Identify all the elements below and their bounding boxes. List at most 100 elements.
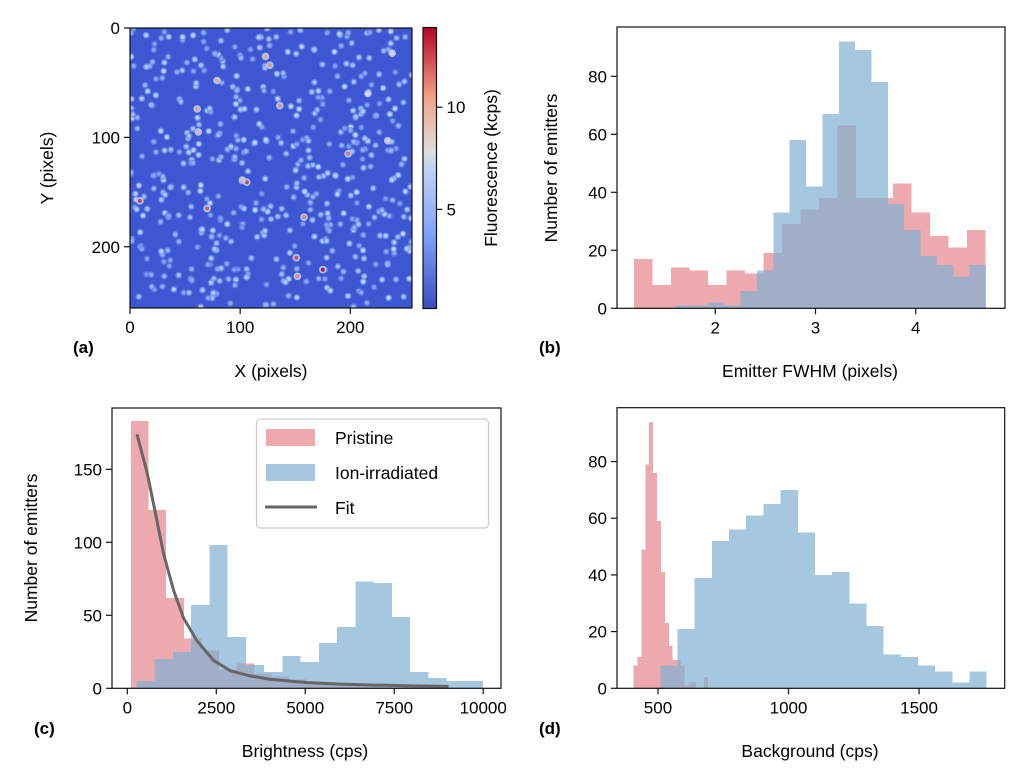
emitter-spot [259, 191, 264, 196]
emitter-spot [279, 206, 284, 211]
histogram-bar-ion-irradiated [969, 671, 987, 689]
emitter-spot [389, 178, 394, 183]
emitter-spot [202, 68, 207, 73]
emitter-spot [299, 158, 304, 163]
emitter-spot [338, 130, 343, 135]
emitter-spot [376, 28, 381, 33]
emitter-spot [320, 62, 325, 67]
emitter-spot [380, 277, 385, 282]
emitter-spot [396, 123, 401, 128]
emitter-spot [259, 217, 264, 222]
emitter-spot [186, 190, 191, 195]
emitter-spot [377, 101, 382, 106]
emitter-spot [159, 197, 164, 202]
emitter-spot [377, 72, 382, 77]
emitter-spot [234, 133, 239, 138]
emitter-spot [281, 265, 286, 270]
emitter-spot [191, 161, 196, 166]
emitter-spot [180, 68, 185, 73]
x-axis-ticks: 500 1000 1500 [644, 688, 938, 717]
x-axis-label: Background (cps) [741, 741, 878, 761]
x-tick-label: 0 [125, 318, 134, 337]
emitter-spot [145, 206, 150, 211]
emitter-spot [366, 222, 371, 227]
emitter-spot [356, 222, 361, 227]
histogram-bar-ion-irradiated [814, 574, 833, 689]
emitter-spot [254, 107, 259, 112]
emitter-spot [249, 256, 254, 261]
emitter-spot [211, 290, 216, 295]
axes-frame [616, 26, 1006, 309]
emitter-spot [271, 89, 276, 94]
emitter-spot [166, 54, 171, 59]
emitter-spot [327, 228, 332, 233]
emitter-spot [212, 247, 217, 252]
x-tick-label: 1000 [770, 698, 808, 717]
emitter-spot [346, 98, 351, 103]
emitter-spot [139, 247, 144, 252]
emitter-spot [353, 114, 358, 119]
emitter-spot [339, 43, 344, 48]
histogram-bar-pristine [645, 464, 650, 689]
emitter-spot [306, 148, 311, 153]
emitter-spot [399, 162, 404, 167]
histogram-bar-pristine [148, 510, 167, 689]
emitter-spot [140, 154, 145, 159]
emitter-spot [351, 108, 356, 113]
histogram-bar-ion-irradiated [780, 489, 798, 689]
x-tick-label: 7500 [375, 698, 413, 717]
emitter-spot [162, 148, 167, 153]
emitter-spot [130, 239, 134, 244]
emitter-spot [261, 207, 266, 212]
emitter-spot [263, 228, 268, 233]
emitter-spot [149, 102, 154, 107]
emitter-spot [135, 126, 140, 131]
emitter-spot [316, 164, 321, 169]
bright-emitter [365, 91, 370, 96]
emitter-spot [403, 34, 408, 39]
y-axis-label: Number of emitters [21, 473, 41, 622]
emitter-spot [130, 112, 135, 117]
emitter-spot [330, 248, 335, 253]
histogram-bar-ion-irradiated [227, 637, 246, 689]
emitter-spot [294, 51, 299, 56]
emitter-spot [212, 51, 217, 56]
emitter-spot [161, 259, 166, 264]
emitter-spot [306, 164, 311, 169]
legend-label-pristine: Pristine [335, 428, 393, 448]
y-axis-label: Number of emitters [541, 93, 561, 242]
emitter-spot [339, 143, 344, 148]
emitter-spot [220, 80, 225, 85]
emitter-spot [162, 60, 167, 65]
emitter-spot [153, 93, 158, 98]
emitter-spot [232, 44, 237, 49]
histogram-bar-pristine [664, 623, 669, 689]
emitter-spot [267, 155, 272, 160]
emitter-spot [361, 165, 366, 170]
emitter-spot [240, 225, 245, 230]
emitter-spot [145, 89, 150, 94]
y-tick-label: 60 [588, 509, 607, 528]
emitter-spot [254, 200, 259, 205]
emitter-spot [235, 138, 240, 143]
emitter-spot [345, 176, 350, 181]
emitter-spot [378, 233, 383, 238]
legend: Pristine Ion-irradiated Fit [255, 418, 490, 529]
emitter-spot [300, 137, 305, 142]
histogram-bar-ion-irradiated [675, 305, 692, 309]
y-tick-label: 60 [588, 125, 607, 144]
emitter-spot [225, 28, 230, 33]
bright-emitter [195, 106, 200, 111]
histogram-bar-pristine [637, 657, 642, 689]
emitter-spot [229, 239, 234, 244]
histogram-bar-ion-irradiated [691, 305, 708, 309]
legend-swatch-irradiated [266, 464, 315, 481]
emitter-spot [383, 196, 388, 201]
emitter-spot [287, 250, 292, 255]
emitter-spot [346, 30, 351, 35]
histogram-bar-ion-irradiated [318, 643, 338, 689]
x-tick-label: 5000 [286, 698, 324, 717]
emitter-spot [141, 213, 146, 218]
y-tick-label: 50 [83, 606, 102, 625]
emitter-spot [168, 185, 173, 190]
